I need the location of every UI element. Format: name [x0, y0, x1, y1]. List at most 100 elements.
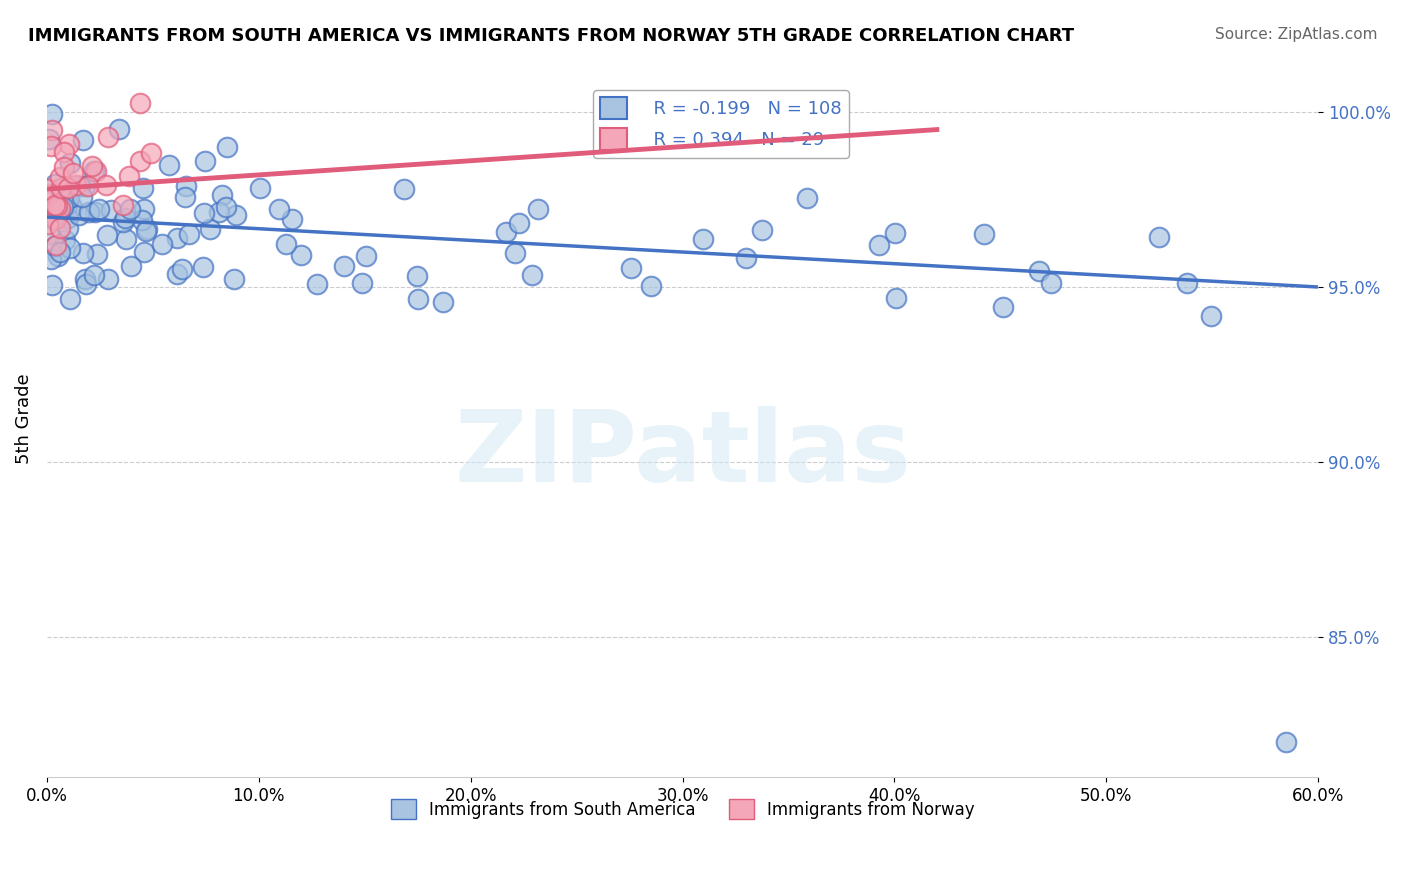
Point	[118, 169, 141, 184]
Point	[274, 236, 297, 251]
Point	[96, 227, 118, 242]
Point	[132, 181, 155, 195]
Point	[69, 179, 91, 194]
Point	[215, 140, 238, 154]
Point	[46, 199, 69, 213]
Point	[49, 245, 72, 260]
Point	[991, 300, 1014, 314]
Point	[193, 206, 215, 220]
Point	[51, 181, 73, 195]
Point	[432, 295, 454, 310]
Point	[131, 212, 153, 227]
Point	[883, 227, 905, 241]
Point	[796, 191, 818, 205]
Point	[41, 277, 63, 292]
Point	[751, 223, 773, 237]
Point	[290, 248, 312, 262]
Point	[176, 179, 198, 194]
Point	[508, 216, 530, 230]
Point	[48, 221, 70, 235]
Point	[108, 122, 131, 136]
Point	[120, 259, 142, 273]
Point	[86, 246, 108, 260]
Point	[44, 239, 66, 253]
Point	[281, 211, 304, 226]
Point	[392, 181, 415, 195]
Point	[132, 202, 155, 216]
Point	[1199, 310, 1222, 324]
Point	[53, 233, 76, 247]
Point	[1028, 264, 1050, 278]
Point	[38, 227, 60, 241]
Point	[83, 164, 105, 178]
Text: Source: ZipAtlas.com: Source: ZipAtlas.com	[1215, 27, 1378, 42]
Point	[640, 279, 662, 293]
Point	[37, 217, 59, 231]
Point	[1175, 276, 1198, 290]
Point	[42, 211, 65, 226]
Point	[520, 268, 543, 283]
Point	[734, 252, 756, 266]
Point	[48, 201, 70, 215]
Point	[83, 268, 105, 282]
Point	[305, 277, 328, 291]
Point	[70, 190, 93, 204]
Point	[193, 260, 215, 274]
Point	[41, 123, 63, 137]
Point	[42, 206, 65, 220]
Point	[38, 186, 60, 201]
Point	[45, 237, 67, 252]
Point	[135, 223, 157, 237]
Point	[503, 246, 526, 260]
Point	[45, 201, 67, 215]
Point	[52, 201, 75, 215]
Point	[77, 204, 100, 219]
Point	[157, 158, 180, 172]
Point	[96, 130, 118, 145]
Point	[249, 181, 271, 195]
Point	[48, 170, 70, 185]
Point	[333, 259, 356, 273]
Point	[100, 202, 122, 217]
Legend: Immigrants from South America, Immigrants from Norway: Immigrants from South America, Immigrant…	[384, 792, 981, 826]
Point	[59, 292, 82, 306]
Y-axis label: 5th Grade: 5th Grade	[15, 373, 32, 464]
Text: ZIPatlas: ZIPatlas	[454, 406, 911, 502]
Point	[118, 202, 141, 216]
Point	[620, 260, 643, 275]
Point	[38, 132, 60, 146]
Point	[112, 215, 135, 229]
Point	[60, 201, 83, 215]
Point	[84, 205, 107, 219]
Point	[354, 249, 377, 263]
Point	[139, 145, 162, 160]
Point	[174, 190, 197, 204]
Point	[62, 166, 84, 180]
Text: IMMIGRANTS FROM SOUTH AMERICA VS IMMIGRANTS FROM NORWAY 5TH GRADE CORRELATION CH: IMMIGRANTS FROM SOUTH AMERICA VS IMMIGRA…	[28, 27, 1074, 45]
Point	[868, 238, 890, 252]
Point	[46, 249, 69, 263]
Point	[52, 194, 75, 208]
Point	[39, 139, 62, 153]
Point	[44, 178, 66, 192]
Point	[39, 252, 62, 266]
Point	[114, 232, 136, 246]
Point	[80, 159, 103, 173]
Point	[53, 189, 76, 203]
Point	[56, 211, 79, 225]
Point	[96, 178, 118, 192]
Point	[75, 178, 97, 193]
Point	[207, 205, 229, 219]
Point	[222, 272, 245, 286]
Point	[75, 271, 97, 285]
Point	[406, 268, 429, 283]
Point	[53, 160, 76, 174]
Point	[267, 202, 290, 217]
Point	[172, 262, 194, 277]
Point	[692, 232, 714, 246]
Point	[194, 153, 217, 168]
Point	[179, 227, 201, 242]
Point	[97, 272, 120, 286]
Point	[884, 291, 907, 305]
Point	[41, 107, 63, 121]
